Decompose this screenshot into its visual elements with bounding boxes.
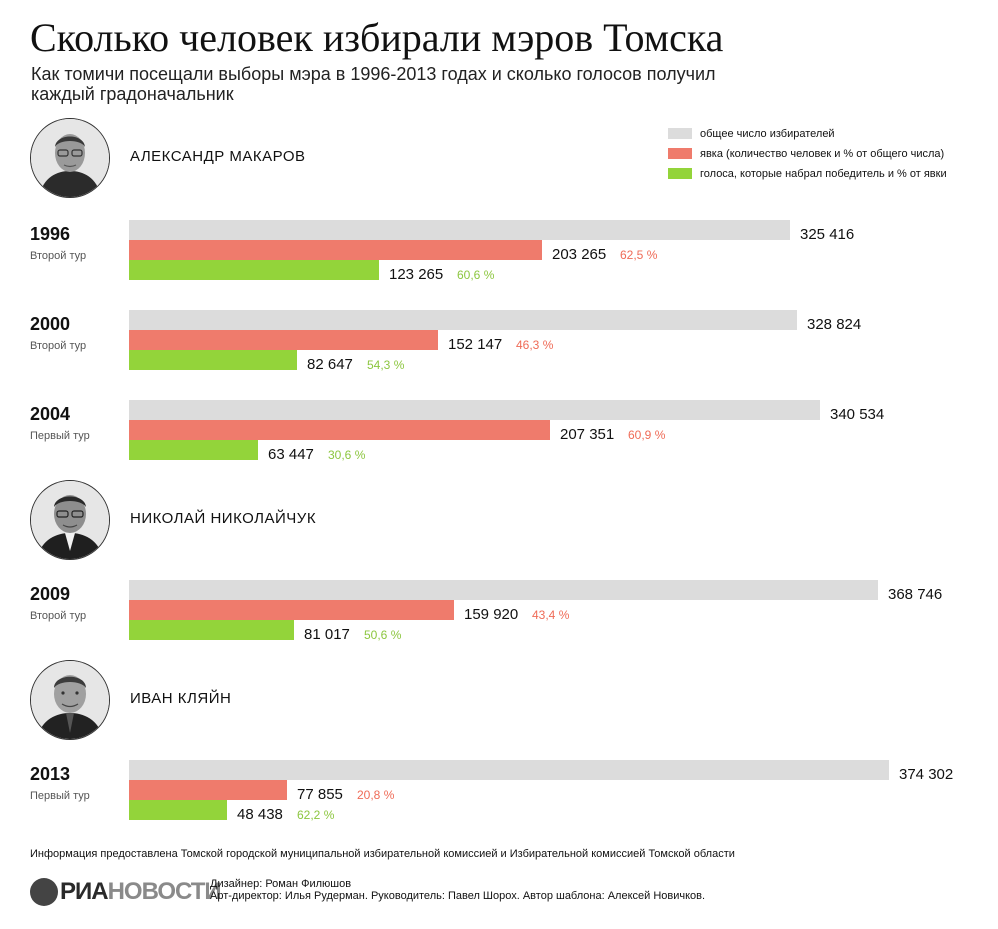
legend-label-winner: голоса, которые набрал победитель и % от… (700, 168, 947, 180)
credit-designer: Дизайнер: Роман Филюшов (210, 878, 352, 890)
legend-swatch-winner (668, 168, 692, 179)
person-name-makarov: АЛЕКСАНДР МАКАРОВ (130, 148, 306, 165)
bar-winner (129, 350, 297, 370)
bar-total (129, 220, 790, 240)
value-total: 328 824 (807, 316, 862, 333)
value-total: 374 302 (899, 766, 954, 783)
logo-text: РИАНОВОСТИ (60, 878, 222, 906)
value-total: 368 746 (888, 586, 943, 603)
value-winner: 81 017 (304, 626, 350, 643)
percent-winner: 30,6 % (328, 448, 366, 462)
page-subtitle: Как томичи посещали выборы мэра в 1996-2… (31, 64, 716, 104)
bar-total (129, 760, 889, 780)
round-label: Второй тур (30, 250, 87, 262)
legend-swatch-turnout (668, 148, 692, 159)
page-title: Сколько человек избирали мэров Томска (30, 15, 724, 60)
value-winner: 82 647 (307, 356, 353, 373)
round-label: Первый тур (30, 790, 90, 802)
percent-turnout: 60,9 % (628, 428, 666, 442)
value-turnout: 152 147 (448, 336, 503, 353)
bar-winner (129, 440, 258, 460)
value-turnout: 77 855 (297, 786, 343, 803)
percent-winner: 54,3 % (367, 358, 405, 372)
bar-turnout (129, 240, 542, 260)
year-label: 1996 (30, 224, 71, 244)
round-label: Первый тур (30, 430, 90, 442)
year-label: 2009 (30, 584, 71, 604)
value-total: 340 534 (830, 406, 885, 423)
portrait-klyayn (30, 660, 110, 740)
bar-turnout (129, 420, 550, 440)
credit-staff: Арт-директор: Илья Рудерман. Руководител… (210, 890, 706, 902)
percent-winner: 50,6 % (364, 628, 402, 642)
value-total: 325 416 (800, 226, 855, 243)
logo-novosti: НОВОСТИ (107, 878, 222, 905)
value-turnout: 203 265 (552, 246, 607, 263)
portrait-makarov (30, 118, 110, 198)
year-label: 2004 (30, 404, 71, 424)
percent-turnout: 46,3 % (516, 338, 554, 352)
globe-icon (30, 878, 58, 906)
bar-turnout (129, 330, 438, 350)
bar-winner (129, 620, 294, 640)
person-klyayn: ИВАН КЛЯЙН (30, 660, 350, 742)
person-makarov: АЛЕКСАНДР МАКАРОВ (30, 118, 350, 200)
bar-total (129, 400, 820, 420)
round-label: Второй тур (30, 610, 87, 622)
percent-turnout: 62,5 % (620, 248, 658, 262)
percent-turnout: 20,8 % (357, 788, 395, 802)
value-turnout: 159 920 (464, 606, 519, 623)
source-note: Информация предоставлена Томской городск… (30, 848, 735, 860)
bar-winner (129, 800, 227, 820)
value-turnout: 207 351 (560, 426, 615, 443)
year-label: 2000 (30, 314, 71, 334)
logo-ria: РИА (60, 878, 109, 905)
bar-total (129, 580, 878, 600)
value-winner: 123 265 (389, 266, 444, 283)
value-winner: 48 438 (237, 806, 283, 823)
legend-label-turnout: явка (количество человек и % от общего ч… (700, 148, 945, 160)
value-winner: 63 447 (268, 446, 314, 463)
legend-label-total: общее число избирателей (700, 128, 835, 140)
person-name-klyayn: ИВАН КЛЯЙН (130, 690, 232, 707)
person-nikolaychuk: НИКОЛАЙ НИКОЛАЙЧУК (30, 480, 350, 562)
legend-swatch-total (668, 128, 692, 139)
percent-winner: 60,6 % (457, 268, 495, 282)
round-label: Второй тур (30, 340, 87, 352)
year-label: 2013 (30, 764, 71, 784)
percent-turnout: 43,4 % (532, 608, 570, 622)
percent-winner: 62,2 % (297, 808, 335, 822)
bar-turnout (129, 780, 287, 800)
person-name-nikolaychuk: НИКОЛАЙ НИКОЛАЙЧУК (130, 510, 317, 527)
portrait-nikolaychuk (30, 480, 110, 560)
credits: Дизайнер: Роман Филюшов Арт-директор: Ил… (210, 878, 705, 902)
bar-total (129, 310, 797, 330)
bar-winner (129, 260, 379, 280)
ria-novosti-logo: РИАНОВОСТИ (30, 876, 222, 906)
bar-turnout (129, 600, 454, 620)
